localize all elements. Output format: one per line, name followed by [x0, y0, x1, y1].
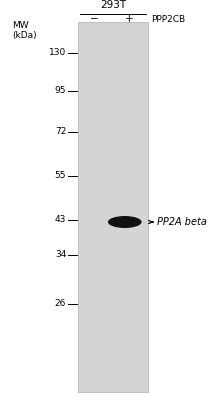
- Text: +: +: [125, 14, 133, 24]
- Text: (kDa): (kDa): [12, 31, 36, 40]
- Bar: [78, 22, 148, 392]
- Text: PP2A beta: PP2A beta: [157, 217, 207, 227]
- Text: 95: 95: [55, 86, 66, 95]
- Text: −: −: [90, 14, 99, 24]
- Text: 55: 55: [55, 172, 66, 180]
- Text: 72: 72: [55, 128, 66, 136]
- Text: 293T: 293T: [100, 0, 126, 10]
- Text: 43: 43: [55, 216, 66, 224]
- Ellipse shape: [108, 216, 141, 228]
- Text: 34: 34: [55, 250, 66, 259]
- Text: 130: 130: [49, 48, 66, 57]
- Text: 26: 26: [55, 300, 66, 308]
- Text: PPP2CB: PPP2CB: [151, 15, 185, 24]
- Text: MW: MW: [12, 21, 29, 30]
